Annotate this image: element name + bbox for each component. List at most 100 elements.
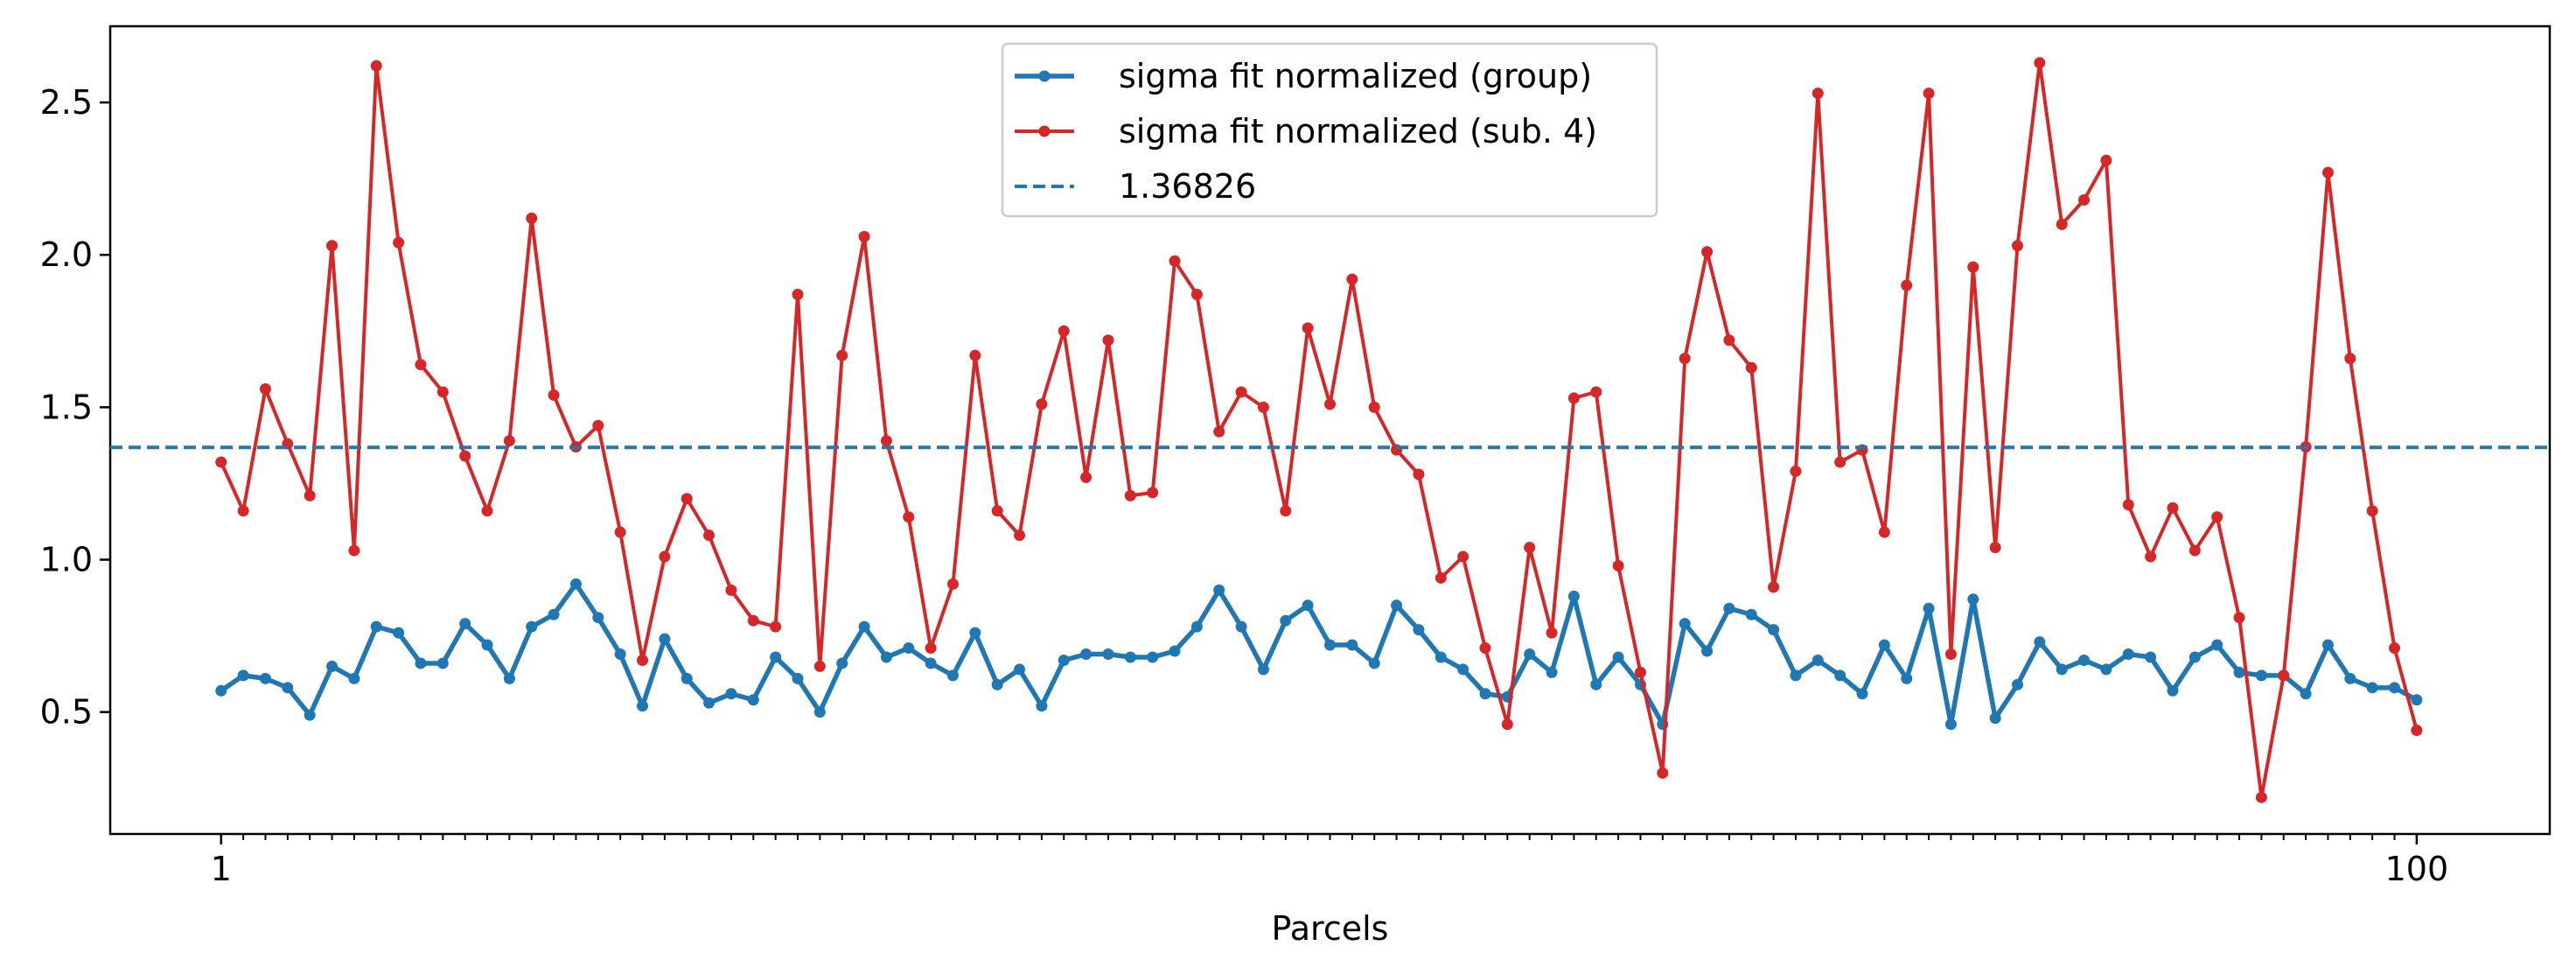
legend-marker [1038, 125, 1051, 137]
data-point [215, 456, 227, 468]
data-point [2411, 725, 2423, 737]
data-point [2255, 791, 2267, 803]
data-point [1768, 624, 1780, 636]
data-point [1612, 559, 1624, 571]
data-point [2011, 240, 2023, 252]
data-point [1280, 505, 1292, 517]
data-point [1524, 542, 1536, 554]
data-point [2189, 651, 2201, 663]
data-point [1368, 401, 1380, 413]
data-point [393, 236, 405, 249]
data-point [1257, 663, 1269, 676]
data-point [1147, 651, 1159, 663]
data-point [1457, 550, 1470, 563]
x-tick-label: 100 [2385, 850, 2449, 888]
data-point [2389, 642, 2401, 655]
data-point [1235, 620, 1247, 633]
data-point [770, 651, 782, 663]
data-point [1989, 712, 2001, 725]
data-point [2211, 639, 2223, 651]
data-point [548, 608, 560, 620]
data-point [326, 660, 339, 672]
data-point [792, 289, 804, 301]
data-point [2122, 499, 2134, 511]
axis-layer: 0.5 1.0 1.5 2.0 2.5 1 100 [40, 83, 2449, 888]
data-point [1901, 279, 1913, 291]
legend-marker [1038, 70, 1051, 82]
data-point [1235, 386, 1247, 398]
data-point [259, 672, 271, 684]
data-point [880, 435, 892, 447]
data-point [2211, 511, 2223, 523]
data-point [348, 672, 360, 684]
data-point [1124, 489, 1136, 501]
data-point [1324, 398, 1336, 410]
data-point [1679, 618, 1691, 630]
data-point [2056, 218, 2068, 230]
data-point [526, 212, 538, 224]
data-point [614, 648, 626, 661]
data-point [946, 669, 959, 682]
series-line [219, 60, 2419, 800]
data-point [326, 240, 339, 252]
data-point [1723, 602, 1735, 614]
data-point [991, 505, 1003, 517]
data-point [592, 612, 604, 624]
data-point [725, 688, 737, 700]
data-point [1701, 246, 1714, 258]
data-point [2011, 678, 2023, 690]
data-point [569, 578, 582, 590]
legend-label: 1.36826 [1119, 167, 1256, 206]
data-point [1102, 334, 1114, 347]
data-point [1768, 581, 1780, 593]
data-point [1080, 471, 1093, 483]
x-axis-label: Parcels [1272, 909, 1389, 948]
data-point [481, 639, 493, 651]
data-point [2189, 544, 2201, 557]
data-point [991, 678, 1003, 690]
y-tick-label: 1.0 [40, 541, 93, 579]
data-point [880, 651, 892, 663]
data-point [1102, 648, 1114, 661]
data-point [2255, 669, 2267, 682]
data-point [2167, 501, 2179, 514]
data-point [1967, 593, 1979, 606]
data-point [2366, 505, 2378, 517]
data-point [2078, 194, 2091, 207]
data-point [1457, 663, 1470, 676]
data-point [415, 359, 427, 371]
x-tick-label: 1 [211, 850, 232, 888]
data-point [2233, 612, 2245, 624]
y-tick-label: 2.0 [40, 235, 93, 274]
data-point [1745, 608, 1757, 620]
data-point [1612, 651, 1624, 663]
data-point [1391, 599, 1403, 612]
data-point [969, 349, 981, 361]
data-point [1723, 334, 1735, 347]
data-point [459, 618, 471, 630]
data-point [282, 682, 294, 694]
data-point [1679, 353, 1691, 365]
data-point [1213, 584, 1225, 596]
data-point [770, 620, 782, 633]
data-point [2344, 353, 2356, 365]
data-point [1014, 663, 1026, 676]
data-point [1878, 526, 1890, 538]
data-point [1302, 322, 1314, 334]
data-point [1590, 386, 1602, 398]
data-point [1169, 645, 1181, 657]
data-point [2366, 682, 2378, 694]
data-point [1524, 648, 1536, 661]
data-point [2411, 694, 2423, 706]
data-point [1812, 88, 1824, 100]
data-point [925, 642, 937, 655]
legend-label: sigma fit normalized (sub. 4) [1119, 112, 1597, 151]
data-point [1058, 654, 1070, 666]
data-point [703, 529, 716, 542]
data-point [946, 578, 959, 590]
data-point [2122, 648, 2134, 661]
data-point [1058, 325, 1070, 337]
data-point [1190, 289, 1203, 301]
data-point [747, 614, 759, 627]
